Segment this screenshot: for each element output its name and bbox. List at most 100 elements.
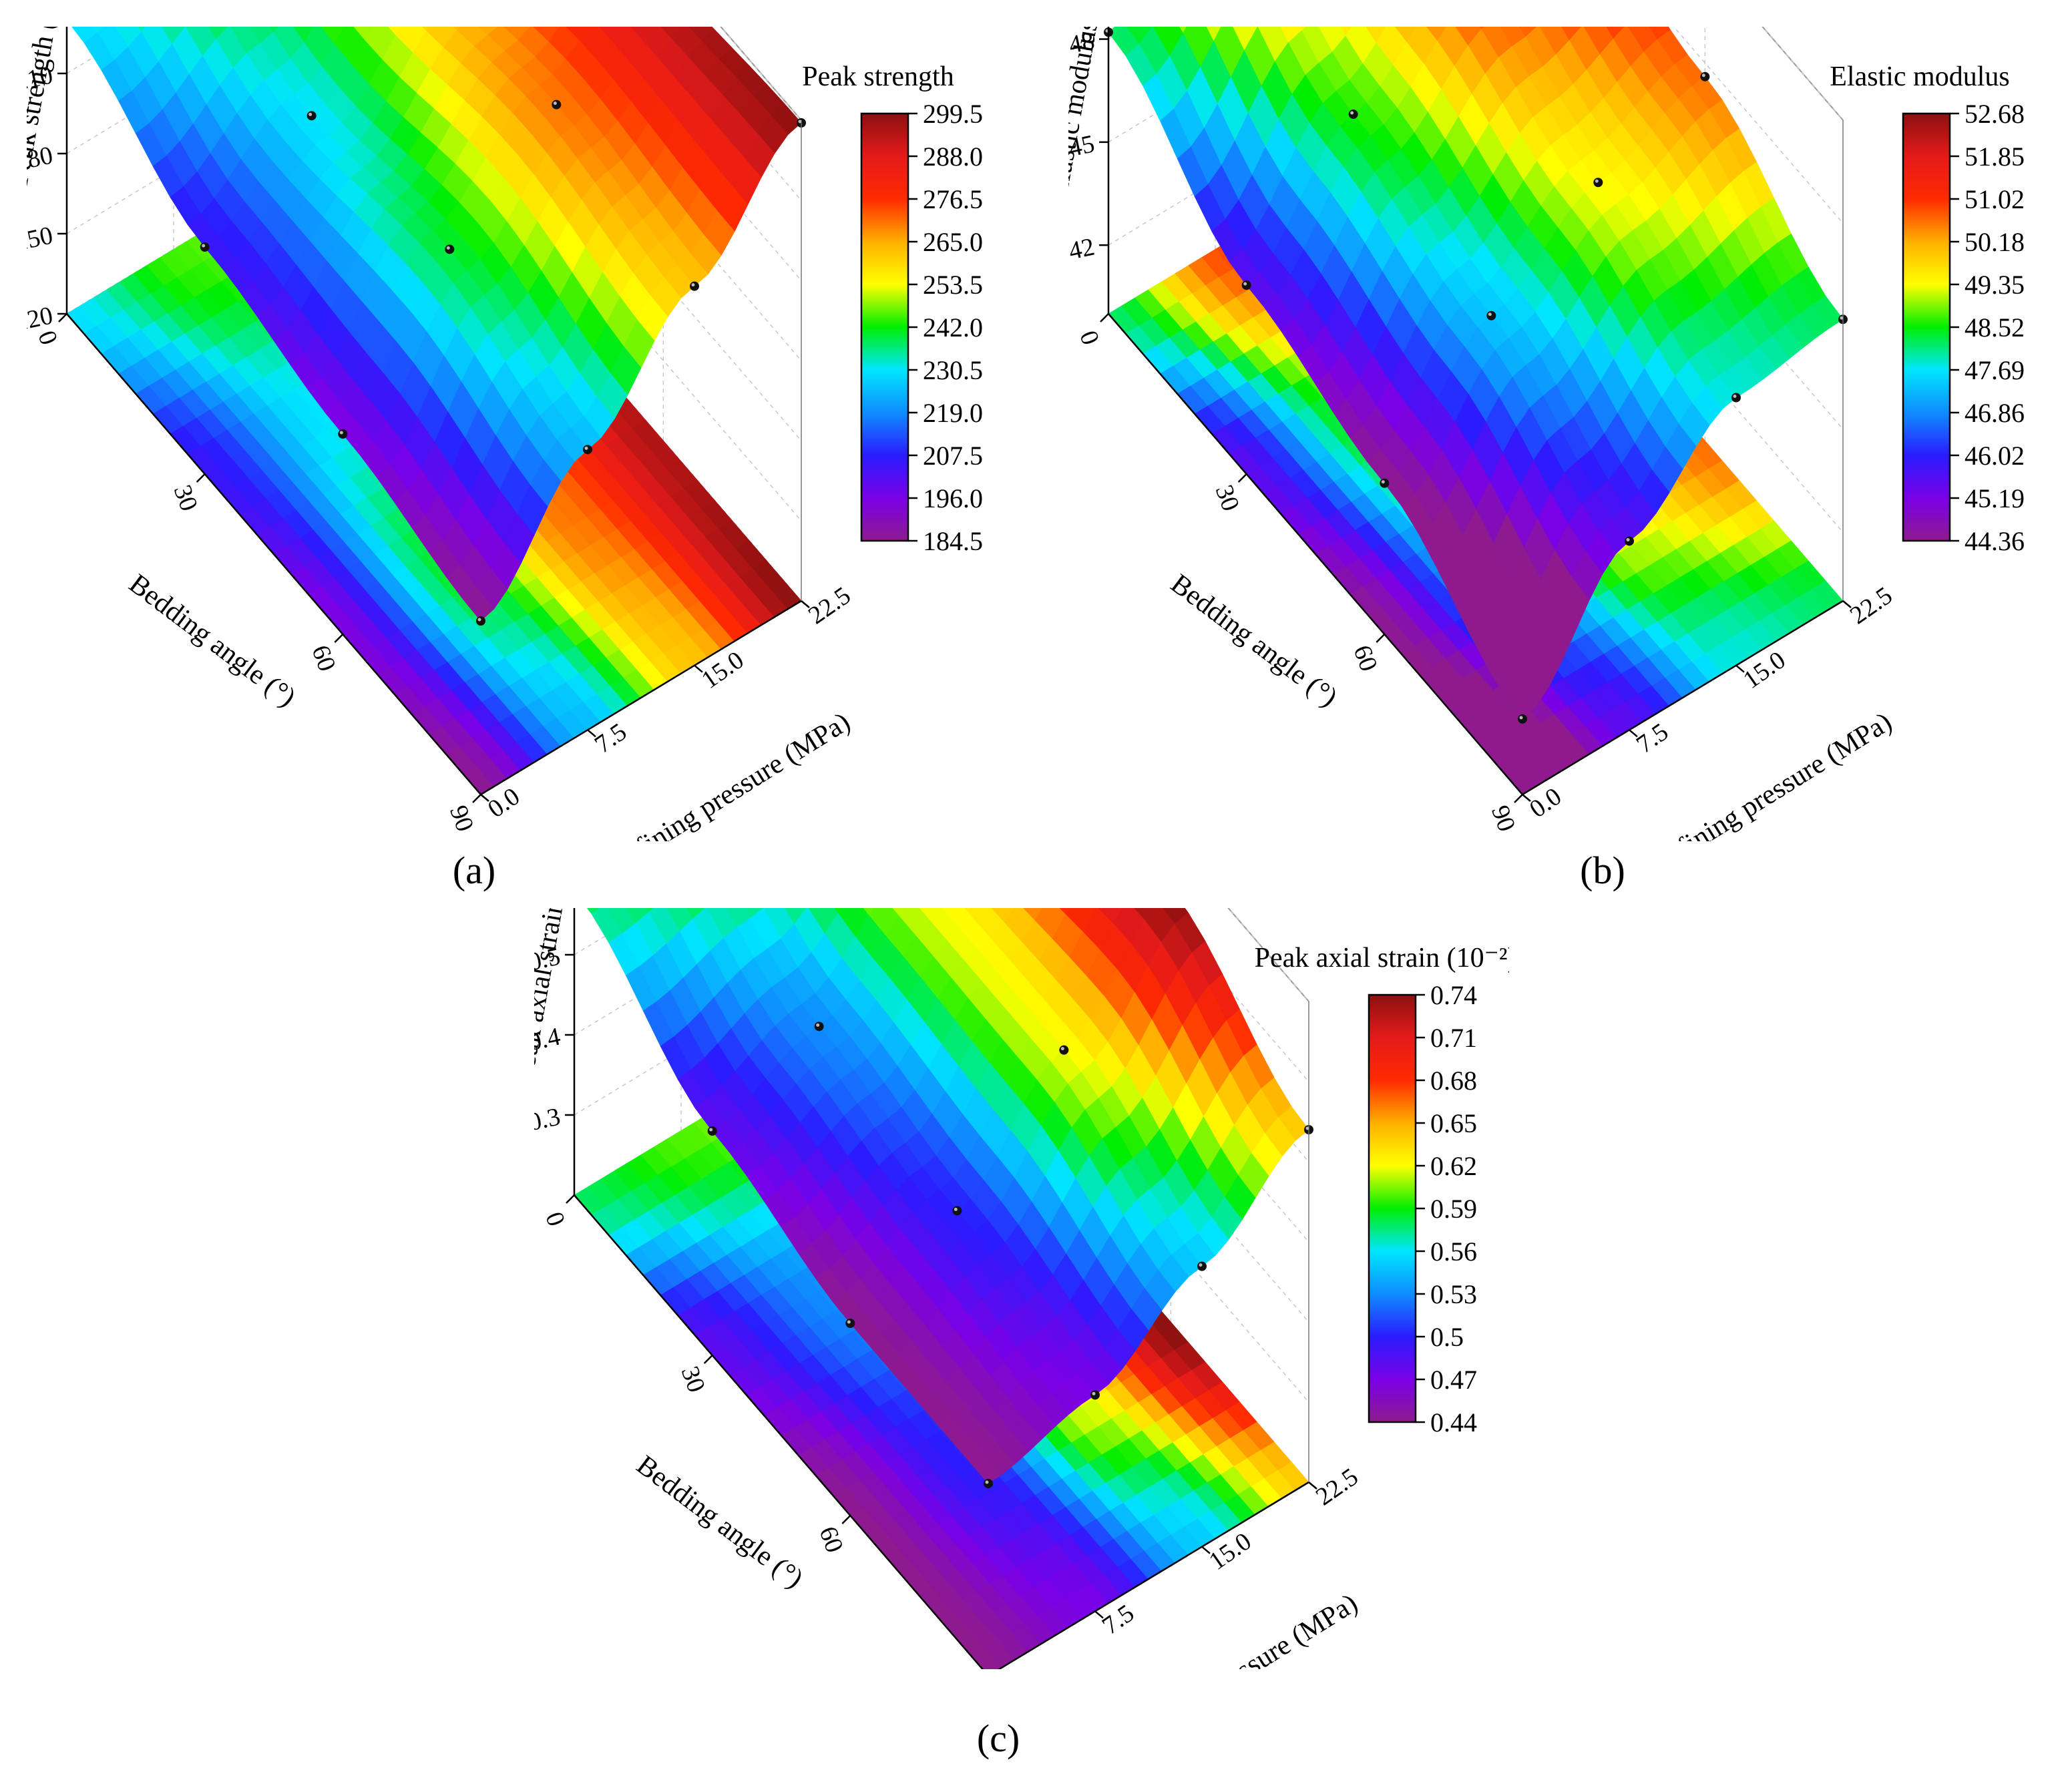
x-tick-label: 60 bbox=[813, 1523, 848, 1556]
x-tick-label: 0 bbox=[1074, 327, 1104, 349]
data-point-highlight bbox=[1243, 282, 1247, 286]
data-point-highlight bbox=[1626, 537, 1630, 541]
z-tick-label: 0.5 bbox=[534, 942, 563, 976]
colorbar-tick-label: 0.56 bbox=[1430, 1237, 1477, 1267]
surface-cell bbox=[970, 1453, 1002, 1484]
x-axis-title: Bedding angle (°) bbox=[631, 1449, 809, 1594]
data-point bbox=[1625, 536, 1634, 546]
colorbar-tick-label: 0.62 bbox=[1430, 1151, 1477, 1181]
surface-cell bbox=[1479, 27, 1485, 30]
x-axis-line bbox=[1108, 313, 1523, 795]
x-axis-line bbox=[574, 1194, 984, 1669]
colorbar-tick-label: 219.0 bbox=[923, 398, 983, 428]
data-point-highlight bbox=[553, 101, 557, 105]
colorbar-tick-label: 49.35 bbox=[1965, 270, 2025, 300]
data-point bbox=[814, 1022, 824, 1032]
x-tick-label: 30 bbox=[1210, 481, 1245, 515]
colorbar-tick-label: 52.68 bbox=[1965, 99, 2025, 129]
data-point bbox=[1059, 1045, 1069, 1055]
y-tick bbox=[480, 794, 489, 802]
colorbar-rect bbox=[1902, 112, 1951, 542]
surface bbox=[71, 27, 802, 622]
data-points bbox=[200, 99, 806, 626]
data-point-highlight bbox=[709, 1128, 713, 1132]
plot-group: 0.30.40.50.60.70.803060900.07.515.022.5P… bbox=[534, 908, 1364, 1669]
surface-cell bbox=[862, 908, 874, 916]
data-point-highlight bbox=[308, 112, 313, 116]
data-point-highlight bbox=[1701, 73, 1705, 77]
colorbar-tick-label: 0.71 bbox=[1430, 1023, 1477, 1053]
data-point bbox=[1593, 178, 1603, 188]
data-point bbox=[306, 111, 317, 121]
colorbar-tick-label: 265.0 bbox=[923, 227, 983, 257]
caption-b: (b) bbox=[1580, 849, 1625, 892]
data-point-highlight bbox=[1733, 395, 1737, 399]
data-point-highlight bbox=[584, 446, 588, 450]
data-point-highlight bbox=[339, 431, 343, 435]
x-tick bbox=[1514, 794, 1523, 803]
data-point-highlight bbox=[1199, 1263, 1203, 1267]
surface-cell bbox=[834, 908, 842, 914]
y-axis-title: Confining pressure (MPa) bbox=[1098, 1588, 1363, 1669]
chart-a: 12015018021024027030003060900.07.515.022… bbox=[27, 27, 983, 841]
colorbar-tick-label: 51.02 bbox=[1965, 184, 2025, 214]
x-tick bbox=[703, 1355, 713, 1364]
data-points bbox=[707, 1022, 1313, 1488]
data-point bbox=[1731, 393, 1741, 403]
caption-c: (c) bbox=[976, 1717, 1020, 1760]
x-axis-title: Bedding angle (°) bbox=[124, 568, 302, 713]
surface-cell bbox=[463, 587, 495, 622]
data-point-highlight bbox=[1060, 1047, 1064, 1051]
data-point-highlight bbox=[1092, 1391, 1096, 1395]
data-point bbox=[1700, 71, 1710, 81]
y-axis-line bbox=[998, 1481, 1309, 1669]
data-point bbox=[845, 1319, 855, 1328]
data-point-highlight bbox=[816, 1023, 820, 1027]
surface bbox=[586, 908, 1309, 1484]
y-tick bbox=[801, 600, 810, 608]
surface-cell bbox=[1179, 27, 1187, 34]
x-tick-label: 90 bbox=[1486, 802, 1520, 835]
data-point bbox=[476, 616, 485, 626]
data-point-highlight bbox=[691, 283, 695, 287]
colorbar-tick-label: 44.36 bbox=[1965, 526, 2025, 556]
surface bbox=[1108, 27, 1844, 720]
data-point-highlight bbox=[1840, 316, 1844, 320]
y-tick bbox=[587, 729, 596, 738]
y-tick bbox=[1308, 1482, 1317, 1490]
data-point bbox=[984, 1479, 993, 1488]
y-tick bbox=[694, 664, 703, 673]
z-axis-title: Elastic modulus (GPa) bbox=[1068, 27, 1117, 200]
z-tick-label: 150 bbox=[27, 221, 55, 256]
colorbar-tick-label: 48.52 bbox=[1965, 312, 2025, 343]
colorbar-tick-label: 184.5 bbox=[923, 526, 983, 556]
chart-c: 0.30.40.50.60.70.803060900.07.515.022.5P… bbox=[534, 908, 1509, 1669]
data-point-highlight bbox=[1595, 179, 1599, 183]
x-tick bbox=[1376, 634, 1386, 643]
colorbar-tick-label: 230.5 bbox=[923, 355, 983, 385]
surface-cell bbox=[586, 908, 601, 915]
data-point bbox=[690, 281, 699, 291]
data-point bbox=[1090, 1390, 1100, 1400]
y-tick bbox=[1522, 794, 1531, 802]
z-tick-label: 48 bbox=[1068, 27, 1097, 59]
data-point-highlight bbox=[985, 1480, 989, 1484]
colorbar-tick-label: 0.68 bbox=[1430, 1066, 1477, 1096]
y-tick-label: 22.5 bbox=[1311, 1463, 1364, 1512]
colorbar-tick-label: 0.59 bbox=[1430, 1194, 1477, 1224]
x-tick bbox=[334, 634, 344, 643]
y-tick bbox=[1629, 729, 1638, 738]
colorbar-title: Peak strength bbox=[802, 61, 954, 92]
z-tick-label: 42 bbox=[1068, 233, 1097, 266]
x-tick bbox=[1100, 313, 1109, 322]
data-point bbox=[952, 1206, 962, 1216]
data-point bbox=[1241, 280, 1251, 290]
x-tick-label: 30 bbox=[168, 481, 203, 515]
data-point-highlight bbox=[1305, 1126, 1309, 1130]
z-tick-label: 0.4 bbox=[534, 1022, 563, 1056]
x-tick-label: 0 bbox=[540, 1208, 570, 1230]
x-tick bbox=[841, 1515, 851, 1524]
data-point bbox=[338, 429, 348, 439]
